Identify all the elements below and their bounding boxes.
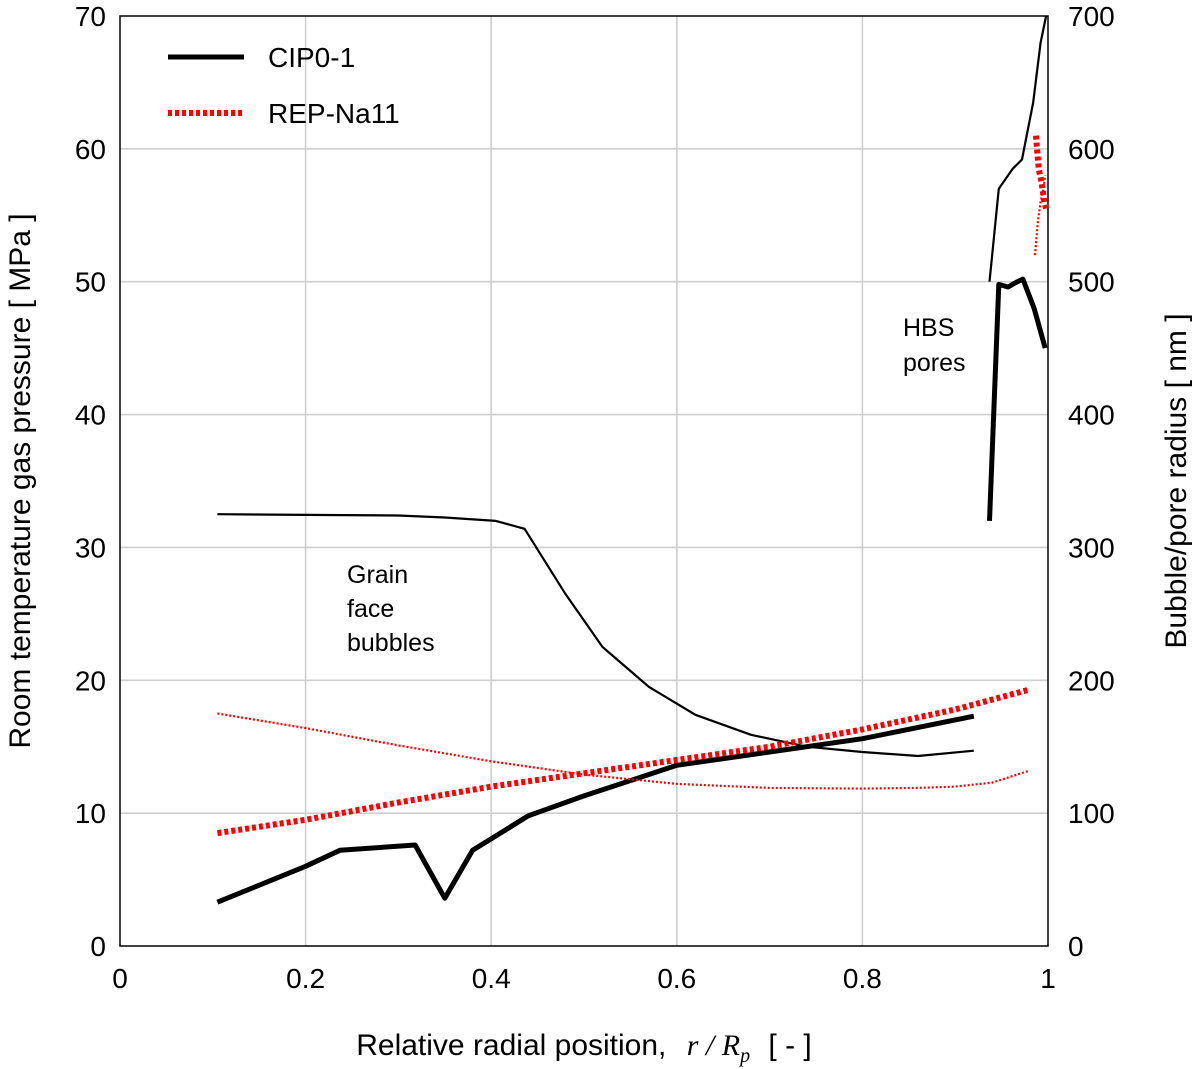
tick-labels: 0 0.2 0.4 0.6 0.8 101020304050607001002003004… <box>75 1 1115 994</box>
x-tick-label-0: 0 <box>112 963 128 994</box>
y-right-tick-label-6: 600 <box>1068 134 1115 165</box>
series-rep-na11-pressure <box>216 686 1031 837</box>
y-right-tick-label-3: 300 <box>1068 532 1115 563</box>
series-rep-na11-hbs-radius <box>1033 175 1047 256</box>
y-right-tick-label-7: 700 <box>1068 1 1115 32</box>
legend-label-rep-na11: REP-Na11 <box>268 98 400 129</box>
y-left-tick-label-6: 60 <box>75 134 106 165</box>
annotation-hbs-line-1: HBS <box>903 314 954 342</box>
y-right-tick-label-4: 400 <box>1068 400 1115 431</box>
x-axis-symbol-subscript: p <box>738 1045 750 1067</box>
x-axis-label-text: Relative radial position, <box>356 1029 666 1062</box>
y-left-tick-label-2: 20 <box>75 665 106 696</box>
y-left-tick-label-3: 30 <box>75 532 106 563</box>
y-axis-right-label: Bubble/pore radius [ nm ] <box>1160 313 1193 648</box>
x-tick-label-5: 1 <box>1040 963 1056 994</box>
y-left-tick-label-7: 70 <box>75 1 106 32</box>
x-tick-label-3: 0.6 <box>657 963 696 994</box>
y-right-tick-label-0: 0 <box>1068 931 1084 962</box>
y-axis-left-label: Room temperature gas pressure [ MPa ] <box>4 213 37 748</box>
annotation-grain-line-3: bubbles <box>347 629 435 657</box>
y-left-tick-label-4: 40 <box>75 400 106 431</box>
y-left-tick-label-0: 0 <box>90 931 106 962</box>
series-cip0-1-pressure <box>216 713 975 905</box>
data-series <box>216 15 1049 905</box>
x-tick-label-2: 0.4 <box>472 963 511 994</box>
y-right-tick-label-2: 200 <box>1068 665 1115 696</box>
plot-frame <box>119 15 1049 947</box>
x-axis-label: Relative radial position, r / Rp [ - ] <box>356 1029 812 1069</box>
y-left-tick-label-5: 50 <box>75 267 106 298</box>
y-right-tick-label-1: 100 <box>1068 798 1115 829</box>
y-right-tick-label-5: 500 <box>1068 267 1115 298</box>
legend-label-cip0-1: CIP0-1 <box>268 42 355 73</box>
x-tick-label-1: 0.2 <box>286 963 325 994</box>
series-cip0-1-radius <box>217 513 974 758</box>
x-axis-symbol: r / R <box>687 1029 740 1062</box>
annotation-hbs-pores: HBS pores <box>903 314 966 377</box>
grid-lines <box>120 16 1048 946</box>
y-left-tick-label-1: 10 <box>75 798 106 829</box>
series-cip0-1-hbs-radius <box>988 15 1048 282</box>
annotation-grain-line-2: face <box>347 595 394 623</box>
series-cip0-1-hbs-pressure <box>987 276 1048 521</box>
series-rep-na11-hbs-pressure <box>1032 135 1049 210</box>
x-tick-label-4: 0.8 <box>843 963 882 994</box>
legend: CIP0-1 REP-Na11 <box>168 42 400 129</box>
annotation-grain-face-bubbles: Grain face bubbles <box>347 561 435 657</box>
x-axis-unit: [ - ] <box>768 1029 811 1062</box>
annotation-grain-line-1: Grain <box>347 561 408 589</box>
annotation-hbs-line-2: pores <box>903 349 966 377</box>
series-rep-na11-radius <box>217 712 1030 790</box>
